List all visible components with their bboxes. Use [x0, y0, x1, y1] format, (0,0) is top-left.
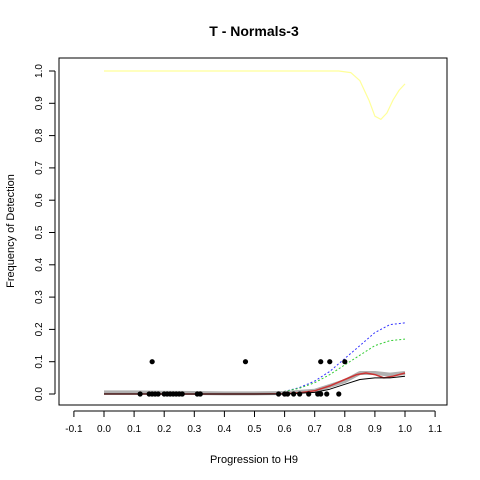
data-point	[149, 359, 155, 365]
data-point	[275, 391, 282, 397]
y-tick-label: 0.2	[34, 322, 45, 336]
x-tick-label: 0.2	[157, 424, 171, 435]
x-tick-label: 0.8	[338, 424, 352, 435]
y-tick-label: 0.5	[34, 225, 45, 239]
series-lines	[104, 70, 406, 396]
data-point	[197, 391, 203, 397]
data-point	[342, 359, 348, 365]
data-point	[179, 391, 185, 397]
x-tick-label: 0.7	[308, 424, 322, 435]
series-line	[104, 338, 406, 395]
x-tick-label: 0.6	[278, 424, 292, 435]
x-tick-label: 1.1	[428, 424, 442, 435]
x-tick-label: 0.0	[97, 424, 111, 435]
data-point	[137, 391, 143, 397]
x-tick-label: 1.0	[398, 424, 412, 435]
y-axis: 0.0 0.1 0.2 0.3 0.4 0.5 0.6 0.7 0.8 0.9 1.0	[34, 64, 56, 401]
y-tick-label: 0.6	[34, 193, 45, 207]
y-tick-label: 0.8	[34, 128, 45, 142]
y-tick-label: 0.3	[34, 290, 45, 304]
data-point	[324, 391, 330, 397]
x-tick-label: 0.9	[368, 424, 382, 435]
data-point	[291, 391, 297, 397]
y-tick-label: 0.9	[34, 96, 45, 110]
series-line	[104, 371, 406, 396]
data-point	[318, 391, 324, 397]
data-points	[137, 359, 348, 397]
x-tick-label: 0.1	[127, 424, 141, 435]
data-point	[297, 391, 303, 397]
data-point	[155, 391, 161, 397]
data-point	[285, 391, 291, 397]
data-point	[242, 359, 249, 365]
y-tick-label: 0.7	[34, 161, 45, 175]
x-tick-label: -0.1	[65, 424, 83, 435]
y-axis-label: Frequency of Detection	[5, 174, 17, 288]
y-tick-label: 1.0	[34, 64, 45, 78]
x-tick-label: 0.3	[187, 424, 201, 435]
x-tick-label: 0.4	[217, 424, 231, 435]
x-axis-label: Progression to H9	[210, 454, 298, 466]
data-point	[306, 391, 312, 397]
series-line	[104, 375, 406, 395]
data-point	[327, 359, 333, 365]
plot-frame	[58, 57, 448, 406]
series-line	[104, 70, 406, 120]
x-tick-label: 0.5	[248, 424, 262, 435]
y-tick-label: 0.0	[34, 387, 45, 401]
x-axis: -0.1 0.0 0.1 0.2 0.3 0.4 0.5 0.6 0.7 0.8 0.9 1.0 1.1	[65, 410, 442, 435]
series-line	[104, 322, 406, 395]
y-tick-label: 0.4	[34, 257, 45, 271]
chart-title: T - Normals-3	[209, 23, 299, 39]
y-tick-label: 0.1	[34, 354, 45, 368]
data-point	[336, 391, 342, 397]
data-point	[318, 359, 324, 365]
